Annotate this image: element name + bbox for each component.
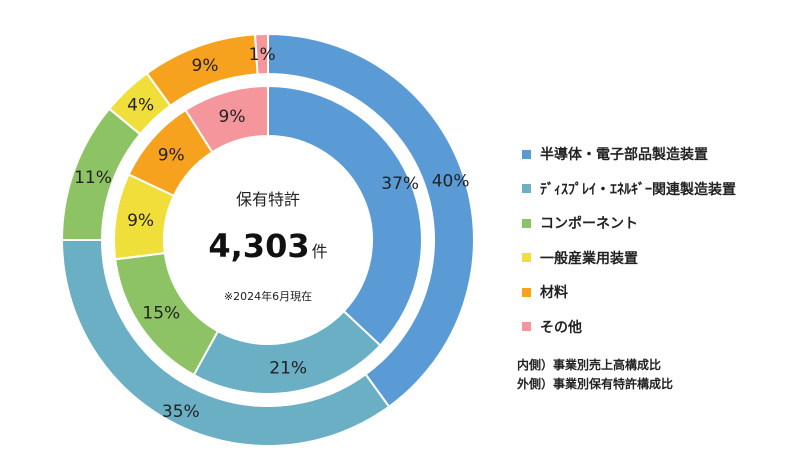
- legend-item: 半導体・電子部品製造装置: [522, 137, 736, 172]
- outer-percent-label: 9%: [192, 56, 219, 76]
- legend-label: 材料: [540, 285, 568, 302]
- inner-percent-label: 21%: [269, 358, 307, 378]
- legend-label: ﾃﾞｨｽﾌﾟﾚｲ・ｴﾈﾙｷﾞｰ関連製造装置: [540, 181, 736, 198]
- legend-swatch: [522, 322, 531, 332]
- legend-label: コンポーネント: [540, 216, 638, 233]
- outer-ring: [60, 32, 475, 447]
- inner-segment: [192, 309, 382, 395]
- legend-label: 半導体・電子部品製造装置: [540, 147, 708, 164]
- legend-item: 一般産業用装置: [522, 241, 736, 276]
- ring-notes: 内側）事業別売上高構成比 外側）事業別保有特許構成比: [517, 356, 673, 394]
- legend-label: その他: [540, 319, 582, 336]
- inner-percent-label: 9%: [158, 146, 185, 166]
- legend-swatch: [522, 218, 531, 228]
- inner-ring: [113, 84, 423, 395]
- outer-percent-label: 4%: [127, 95, 154, 115]
- outer-ring-note: 外側）事業別保有特許構成比: [517, 377, 674, 391]
- outer-percent-label: 11%: [74, 168, 112, 188]
- legend-swatch: [522, 149, 531, 159]
- legend-swatch: [522, 287, 531, 297]
- legend-swatch: [522, 253, 531, 263]
- legend-item: コンポーネント: [522, 206, 736, 241]
- inner-ring-note: 内側）事業別売上高構成比: [517, 358, 662, 372]
- legend-label: 一般産業用装置: [540, 250, 638, 267]
- inner-segment: [267, 84, 423, 347]
- center-number: 4,303: [208, 227, 309, 265]
- inner-percent-label: 15%: [142, 304, 180, 324]
- inner-segment: [184, 84, 269, 154]
- outer-segment: [254, 32, 269, 76]
- outer-percent-label: 35%: [162, 402, 200, 422]
- inner-percent-label: 9%: [219, 107, 246, 127]
- center-unit: 件: [312, 242, 328, 261]
- legend-item: その他: [522, 310, 736, 345]
- center-note: ※2024年6月現在: [224, 289, 312, 303]
- outer-percent-label: 40%: [432, 172, 470, 192]
- outer-segment: [267, 32, 475, 409]
- center-count: 4,303 件: [208, 227, 327, 265]
- label-layer: 40% 35% 11% 4% 9% 1% 37% 21% 15% 9% 9% 9%: [74, 45, 469, 422]
- legend-item: 材料: [522, 275, 736, 310]
- center-title: 保有特許: [236, 190, 300, 209]
- inner-percent-label: 37%: [381, 174, 419, 194]
- legend-item: ﾃﾞｨｽﾌﾟﾚｲ・ｴﾈﾙｷﾞｰ関連製造装置: [522, 172, 736, 207]
- legend: 半導体・電子部品製造装置 ﾃﾞｨｽﾌﾟﾚｲ・ｴﾈﾙｷﾞｰ関連製造装置 コンポーネ…: [522, 137, 736, 344]
- legend-swatch: [522, 184, 531, 194]
- outer-percent-label: 1%: [249, 45, 276, 65]
- inner-percent-label: 9%: [127, 211, 154, 231]
